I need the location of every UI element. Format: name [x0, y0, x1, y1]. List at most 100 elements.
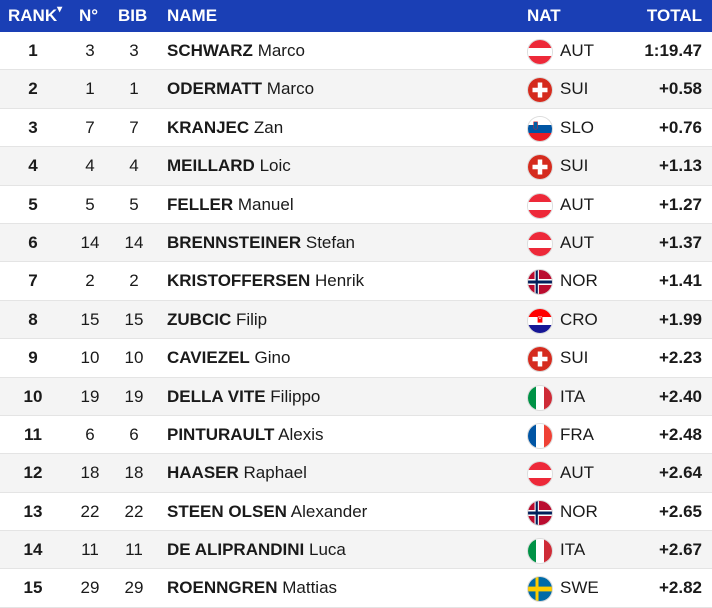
flag-swe-icon [527, 576, 553, 603]
athlete-name[interactable]: KRISTOFFERSEN Henrik [167, 262, 364, 300]
athlete-first-name: Luca [309, 540, 346, 560]
nation-code: AUT [560, 194, 594, 214]
number-cell: 10 [80, 348, 100, 368]
rank-cell: 6 [28, 232, 38, 252]
table-row[interactable]: 13 22 22 STEEN OLSEN Alexander NOR +2.65 [0, 492, 712, 532]
athlete-name[interactable]: ZUBCIC Filip [167, 301, 267, 339]
athlete-name[interactable]: CAVIEZEL Gino [167, 339, 290, 377]
results-rows: 1 3 3 SCHWARZ Marco AUT 1:19.47 2 1 1 ODERMATT Ma… [0, 32, 712, 608]
athlete-first-name: Alexander [290, 501, 368, 521]
athlete-first-name: Filippo [270, 386, 321, 406]
athlete-name[interactable]: FELLER Manuel [167, 186, 294, 224]
table-row[interactable]: 15 29 29 ROENNGREN Mattias SWE +2.82 [0, 569, 712, 608]
number-cell: 6 [85, 424, 95, 444]
number-cell: 19 [80, 386, 100, 406]
bib-cell: 5 [129, 194, 139, 214]
athlete-last-name: KRANJEC [167, 117, 250, 137]
flag-cro-icon [527, 307, 553, 334]
total-time: 1:19.47 [644, 41, 702, 60]
athlete-last-name: BRENNSTEINER [167, 232, 302, 252]
athlete-name[interactable]: BRENNSTEINER Stefan [167, 224, 355, 262]
flag-nor-icon [527, 499, 553, 526]
rank-cell: 13 [23, 501, 43, 521]
bib-cell: 3 [129, 41, 139, 60]
column-header-name[interactable]: NAME [167, 6, 218, 25]
table-row[interactable]: 12 18 18 HAASER Raphael AUT +2.64 [0, 454, 712, 493]
athlete-name[interactable]: DELLA VITE Filippo [167, 378, 320, 416]
athlete-name[interactable]: PINTURAULT Alexis [167, 416, 324, 454]
total-time: +2.64 [658, 463, 702, 483]
athlete-first-name: Gino [254, 348, 291, 368]
table-row[interactable]: 1 3 3 SCHWARZ Marco AUT 1:19.47 [0, 32, 712, 71]
flag-slo-icon [527, 115, 553, 142]
athlete-first-name: Loic [259, 156, 291, 176]
athlete-last-name: PINTURAULT [167, 424, 275, 444]
table-row[interactable]: 6 14 14 BRENNSTEINER Stefan AUT +1.37 [0, 223, 712, 263]
number-cell: 15 [80, 309, 100, 329]
bib-cell: 19 [124, 386, 144, 406]
rank-cell: 12 [23, 463, 43, 483]
column-header-total[interactable]: TOTAL [646, 6, 702, 25]
athlete-last-name: ROENNGREN [167, 578, 278, 598]
table-row[interactable]: 2 1 1 ODERMATT Marco SUI +0.58 [0, 70, 712, 109]
athlete-name[interactable]: ROENNGREN Mattias [167, 569, 337, 607]
athlete-first-name: Mattias [282, 578, 338, 598]
column-header-nat[interactable]: NAT [527, 6, 561, 25]
athlete-name[interactable]: ODERMATT Marco [167, 70, 314, 108]
rank-cell: 1 [28, 41, 38, 60]
table-row[interactable]: 3 7 7 KRANJEC Zan SLO +0.76 [0, 108, 712, 148]
nation-code: SUI [560, 348, 589, 368]
total-time: +0.76 [658, 117, 702, 137]
column-header-no[interactable]: N° [79, 6, 99, 25]
flag-fra-icon [527, 422, 553, 449]
flag-aut-icon [527, 39, 553, 65]
athlete-first-name: Marco [257, 41, 305, 60]
athlete-last-name: STEEN OLSEN [167, 501, 287, 521]
total-time: +1.27 [658, 194, 702, 214]
nation-code: AUT [560, 463, 594, 483]
table-row[interactable]: 5 5 5 FELLER Manuel AUT +1.27 [0, 185, 712, 224]
total-time: +2.40 [658, 386, 702, 406]
nation-code: SLO [560, 117, 595, 137]
column-header-bib[interactable]: BIB [118, 6, 148, 25]
athlete-name[interactable]: MEILLARD Loic [167, 147, 291, 185]
table-row[interactable]: 14 11 11 DE ALIPRANDINI Luca ITA +2.67 [0, 531, 712, 570]
total-time: +0.58 [658, 79, 702, 99]
athlete-name[interactable]: HAASER Raphael [167, 454, 307, 492]
table-row[interactable]: 4 4 4 MEILLARD Loic SUI +1.13 [0, 147, 712, 186]
table-row[interactable]: 7 2 2 KRISTOFFERSEN Henrik NOR +1.41 [0, 262, 712, 301]
flag-aut-icon [527, 192, 553, 219]
total-time: +2.67 [658, 540, 702, 560]
athlete-name[interactable]: STEEN OLSEN Alexander [167, 493, 367, 531]
table-row[interactable]: 10 19 19 DELLA VITE Filippo ITA +2.40 [0, 377, 712, 416]
nation-code: ITA [560, 386, 586, 406]
nation-code: SWE [560, 578, 599, 598]
athlete-name[interactable]: SCHWARZ Marco [167, 32, 305, 70]
total-time: +1.13 [658, 156, 702, 176]
athlete-first-name: Manuel [237, 194, 294, 214]
column-header-rank[interactable]: RANK▾ [8, 4, 63, 26]
athlete-last-name: ZUBCIC [167, 309, 232, 329]
rank-cell: 4 [28, 156, 38, 176]
bib-cell: 11 [125, 540, 143, 560]
number-cell: 18 [80, 463, 100, 483]
bib-cell: 22 [124, 501, 144, 521]
nation-code: NOR [560, 501, 598, 521]
rank-cell: 9 [28, 348, 38, 368]
nation-code: NOR [560, 271, 598, 291]
rank-cell: 3 [28, 117, 38, 137]
athlete-name[interactable]: DE ALIPRANDINI Luca [167, 531, 346, 569]
table-row[interactable]: 11 6 6 PINTURAULT Alexis FRA +2.48 [0, 415, 712, 455]
table-row[interactable]: 9 10 10 CAVIEZEL Gino SUI +2.23 [0, 339, 712, 378]
table-row[interactable]: 8 15 15 ZUBCIC Filip CRO +1.99 [0, 300, 712, 340]
column-header-rank-label: RANK [8, 6, 58, 25]
flag-ita-icon [527, 538, 553, 565]
flag-aut-icon [527, 230, 553, 257]
total-time: +2.23 [658, 348, 702, 368]
total-time: +1.41 [658, 271, 702, 291]
rank-cell: 10 [23, 386, 43, 406]
sort-down-icon[interactable]: ▾ [57, 4, 63, 15]
athlete-last-name: KRISTOFFERSEN [167, 271, 311, 291]
athlete-name[interactable]: KRANJEC Zan [167, 109, 283, 147]
number-cell: 3 [85, 41, 95, 60]
